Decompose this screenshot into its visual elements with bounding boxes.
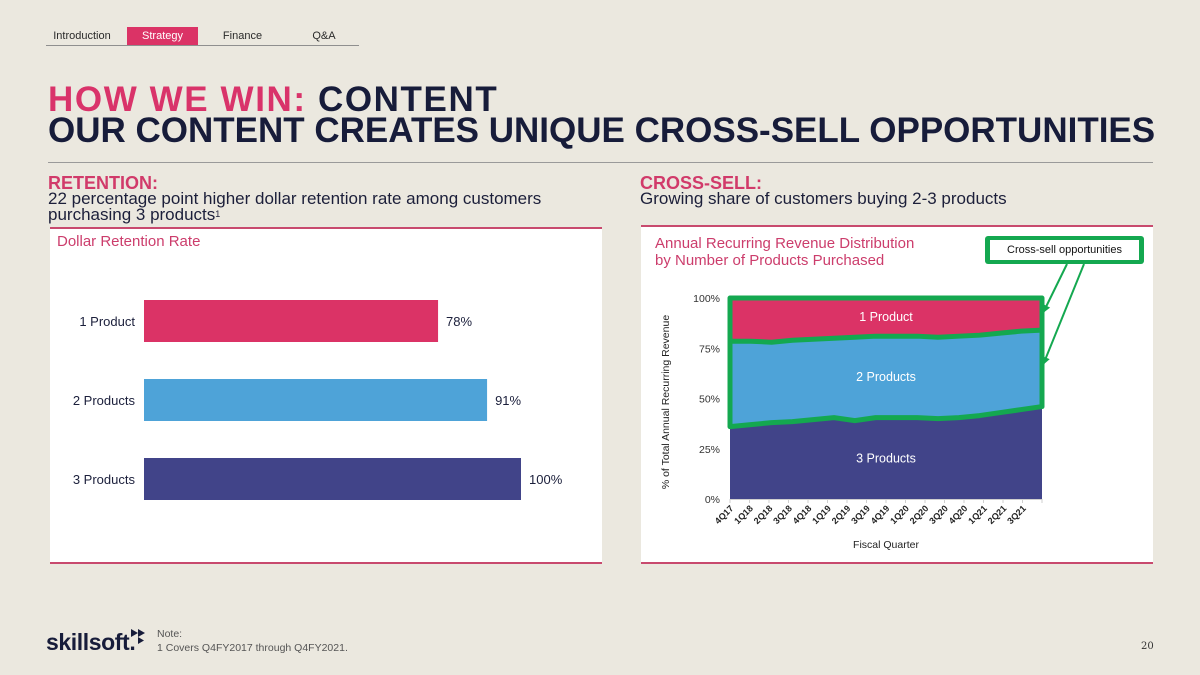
bar-value-label: 100%: [529, 472, 563, 487]
retention-bar-chart: 1 Product 78% 2 Products 91% 3 Products 100%: [73, 300, 563, 500]
page-subtitle: OUR CONTENT CREATES UNIQUE CROSS-SELL OP…: [48, 111, 1156, 150]
callout-arrow-2-products-head: [1042, 356, 1050, 365]
logo-text: skillsoft: [46, 629, 130, 655]
x-tick-label: 2Q19: [830, 503, 853, 526]
page-title: HOW WE WIN: CONTENT OUR CONTENT CREATES …: [48, 82, 1156, 150]
footnote-ref: 1: [215, 209, 221, 219]
bar-category-label: 1 Product: [79, 314, 135, 329]
bar-category-label: 3 Products: [73, 472, 136, 487]
logo-dot: .: [129, 629, 136, 655]
arr-chart-title: Annual Recurring Revenue Distribution by…: [655, 235, 914, 269]
y-tick-label: 50%: [699, 394, 720, 406]
title-accent: HOW WE WIN:: [48, 80, 307, 119]
area-2-products: [730, 330, 1042, 427]
title-main: CONTENT: [317, 80, 499, 119]
cross-sell-heading: CROSS-SELL:: [640, 173, 763, 193]
x-tick-label: 3Q20: [927, 503, 950, 526]
area-1-product: [730, 298, 1042, 343]
x-tick-label: 3Q19: [849, 503, 872, 526]
tab-finance[interactable]: Finance: [222, 30, 263, 42]
tabs-underline: [46, 45, 359, 46]
logo-play-icon: [131, 629, 145, 644]
cross-sell-highlight-outline: [727, 295, 1045, 430]
y-tick-label: 100%: [693, 293, 720, 305]
series-label-3-products: 3 Products: [856, 451, 916, 465]
x-tick-label: 4Q19: [869, 503, 892, 526]
retention-heading: RETENTION:: [48, 173, 158, 193]
bar-3-products: [144, 458, 521, 500]
y-axis-title: % of Total Annual Recurring Revenue: [660, 315, 672, 489]
x-tick-label: 1Q19: [810, 503, 833, 526]
x-tick-label: 1Q18: [732, 503, 755, 526]
x-tick-label: 2Q21: [986, 503, 1009, 526]
cross-sell-highlight-divider: [730, 327, 1043, 345]
x-axis-title: Fiscal Quarter: [853, 539, 919, 551]
tab-qa[interactable]: Q&A: [312, 30, 336, 42]
page-number: 20: [1141, 641, 1154, 652]
skillsoft-logo: skillsoft.: [46, 629, 136, 655]
retention-text-body: 22 percentage point higher dollar retent…: [48, 189, 542, 224]
y-tick-label: 75%: [699, 343, 720, 355]
note-text: 1 Covers Q4FY2017 through Q4FY2021.: [157, 642, 348, 654]
arr-chart-panel: Annual Recurring Revenue Distribution by…: [641, 225, 1153, 564]
callout-arrow-1-product: [1042, 263, 1068, 314]
y-tick-label: 25%: [699, 444, 720, 456]
retention-chart-panel: Dollar Retention Rate 1 Product 78% 2 Prod…: [50, 227, 602, 564]
x-tick-label: 1Q20: [888, 503, 911, 526]
callout-arrow-2-products: [1042, 263, 1085, 366]
bar-value-label: 78%: [446, 314, 472, 329]
tab-strategy[interactable]: Strategy: [127, 27, 198, 45]
bar-value-label: 91%: [495, 393, 521, 408]
y-tick-label: 0%: [705, 494, 720, 506]
series-label-1-product: 1 Product: [859, 310, 913, 324]
arr-chart-title-line-2: by Number of Products Purchased: [655, 252, 885, 269]
arr-chart-title-line-1: Annual Recurring Revenue Distribution: [655, 235, 915, 252]
x-tick-label: 3Q18: [771, 503, 794, 526]
series-label-2-products: 2 Products: [856, 370, 916, 384]
tab-introduction[interactable]: Introduction: [53, 30, 111, 42]
callout-label: Cross-sell opportunities: [990, 240, 1139, 260]
bar-category-label: 2 Products: [73, 393, 136, 408]
x-tick-label: 4Q18: [791, 503, 814, 526]
bar-2-products: [144, 379, 488, 421]
x-tick-label: 2Q18: [752, 503, 775, 526]
retention-text: 22 percentage point higher dollar retent…: [48, 189, 588, 224]
x-tick-label: 4Q20: [947, 503, 970, 526]
callout-arrow-1-product-head: [1042, 304, 1051, 313]
note-label: Note:: [157, 628, 183, 640]
cross-sell-callout: Cross-sell opportunities: [985, 236, 1144, 264]
area-3-products: [730, 406, 1042, 499]
footnote: Note: 1 Covers Q4FY2017 through Q4FY2021…: [157, 627, 348, 655]
bar-1-product: [144, 300, 439, 342]
x-tick-label: 1Q21: [966, 503, 989, 526]
title-divider: [48, 162, 1153, 163]
title-line-1: HOW WE WIN: CONTENT: [48, 82, 1155, 117]
x-tick-label: 3Q21: [1005, 503, 1028, 526]
retention-chart-title: Dollar Retention Rate: [57, 233, 201, 250]
x-tick-label: 4Q17: [713, 503, 736, 526]
x-tick-label: 2Q20: [908, 503, 931, 526]
cross-sell-text: Growing share of customers buying 2-3 pr…: [640, 189, 1007, 208]
